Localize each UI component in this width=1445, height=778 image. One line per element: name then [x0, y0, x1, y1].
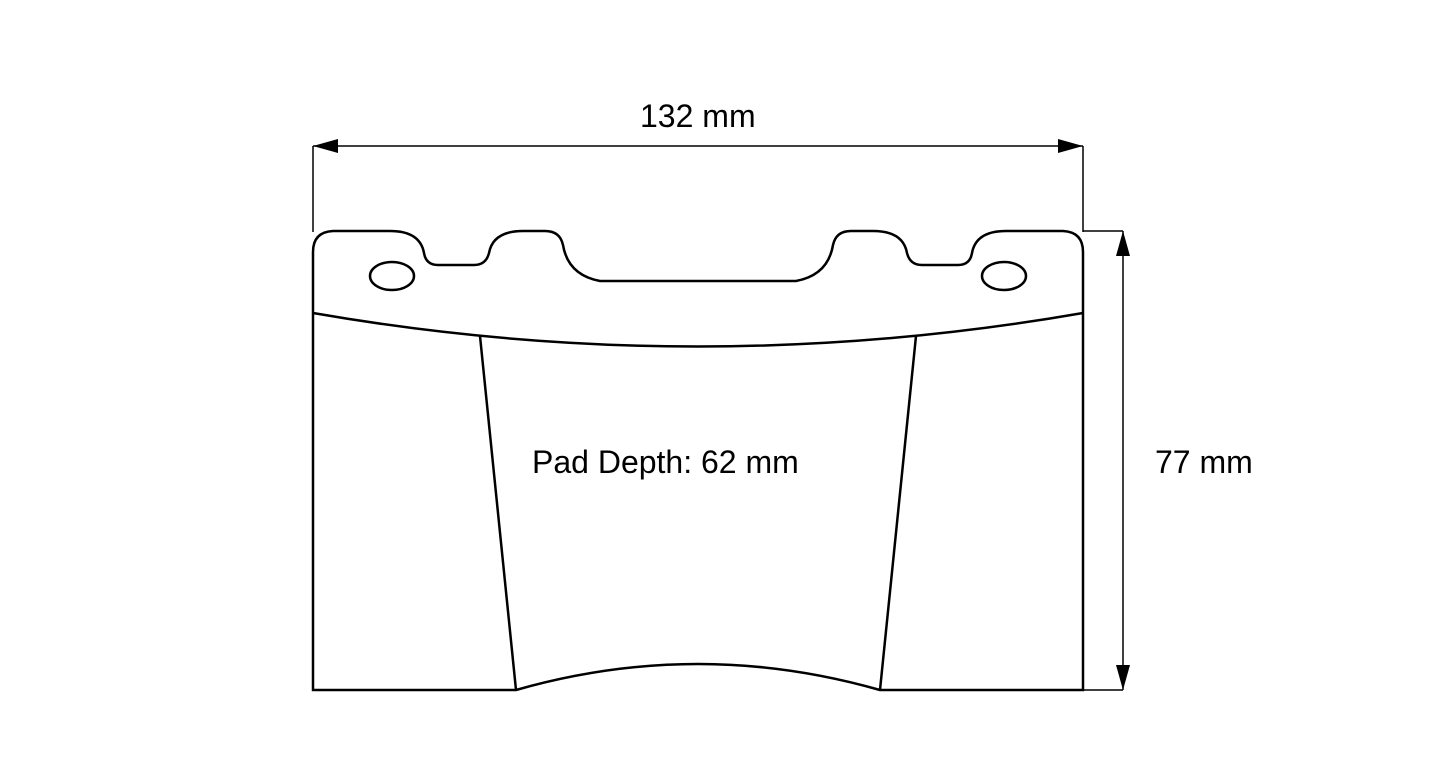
height-label: 77 mm — [1155, 444, 1253, 481]
height-dimension — [1083, 231, 1130, 690]
width-label: 132 mm — [640, 98, 756, 135]
depth-label: Pad Depth: 62 mm — [532, 444, 799, 481]
width-dimension — [313, 139, 1083, 232]
